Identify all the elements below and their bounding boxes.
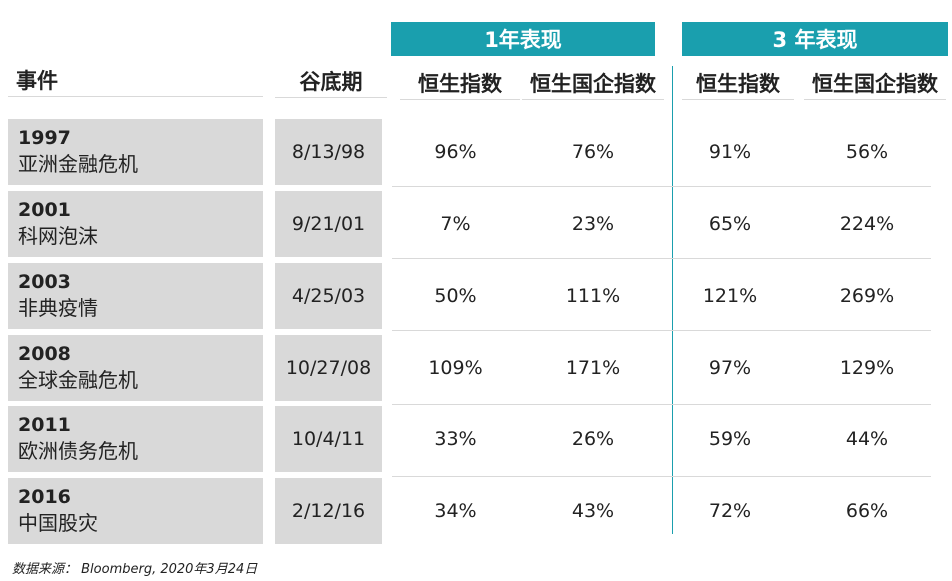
trough-date-cell: 4/25/03 [275, 263, 382, 329]
event-name: 亚洲金融危机 [18, 152, 138, 176]
row-separator [392, 476, 931, 477]
event-year: 2011 [18, 414, 71, 436]
event-cell: 2003 非典疫情 [8, 263, 263, 329]
column-header-hsi-1y: 恒生指数 [400, 66, 520, 100]
event-name: 欧洲债务危机 [18, 439, 138, 463]
hscei-1y-value: 43% [571, 500, 615, 522]
hscei-3y-value: 44% [845, 428, 889, 450]
hscei-1y-value: 26% [571, 428, 615, 450]
trough-date-cell: 10/4/11 [275, 406, 382, 472]
source-note: 数据来源： Bloomberg, 2020年3月24日 [12, 562, 258, 577]
hsi-3y-value: 65% [708, 213, 752, 235]
hsi-3y-value: 97% [708, 357, 752, 379]
hscei-3y-value: 56% [845, 141, 889, 163]
hsi-1y-value: 109% [428, 357, 483, 379]
trough-date-cell: 10/27/08 [275, 335, 382, 401]
hscei-1y-value: 23% [571, 213, 615, 235]
hscei-3y-value: 66% [845, 500, 889, 522]
trough-date-cell: 9/21/01 [275, 191, 382, 257]
hsi-1y-value: 34% [434, 500, 477, 522]
hscei-3y-value: 269% [839, 285, 895, 307]
group-header-1-year: 1年表现 [391, 22, 655, 56]
event-name: 非典疫情 [18, 296, 98, 320]
column-header-trough-date: 谷底期 [275, 64, 387, 98]
group-divider-line [672, 66, 673, 534]
hscei-3y-value: 224% [839, 213, 895, 235]
event-cell: 2016 中国股灾 [8, 478, 263, 544]
hscei-1y-value: 76% [571, 141, 615, 163]
row-separator [392, 404, 931, 405]
row-separator [392, 186, 931, 187]
hsi-3y-value: 121% [702, 285, 758, 307]
event-cell: 2008 全球金融危机 [8, 335, 263, 401]
hsi-1y-value: 33% [434, 428, 477, 450]
event-year: 2008 [18, 343, 71, 365]
column-header-hscei-1y: 恒生国企指数 [522, 66, 664, 100]
event-year: 2016 [18, 486, 71, 508]
column-header-event: 事件 [8, 64, 263, 97]
row-separator [392, 330, 931, 331]
hsi-3y-value: 72% [708, 500, 752, 522]
event-year: 2001 [18, 199, 71, 221]
hsi-3y-value: 59% [708, 428, 752, 450]
event-name: 中国股灾 [18, 511, 98, 535]
event-name: 科网泡沫 [18, 224, 98, 248]
hscei-1y-value: 111% [565, 285, 621, 307]
hsi-1y-value: 7% [440, 213, 471, 235]
hsi-1y-value: 96% [434, 141, 477, 163]
group-header-3-year: 3 年表现 [682, 22, 948, 56]
column-header-hsi-3y: 恒生指数 [682, 66, 794, 100]
hsi-1y-value: 50% [434, 285, 477, 307]
hsi-3y-value: 91% [708, 141, 752, 163]
event-cell: 2001 科网泡沫 [8, 191, 263, 257]
event-cell: 2011 欧洲债务危机 [8, 406, 263, 472]
hscei-3y-value: 129% [839, 357, 895, 379]
trough-date-cell: 2/12/16 [275, 478, 382, 544]
column-header-hscei-3y: 恒生国企指数 [804, 66, 946, 100]
event-year: 2003 [18, 271, 71, 293]
event-cell: 1997 亚洲金融危机 [8, 119, 263, 185]
event-name: 全球金融危机 [18, 368, 138, 392]
row-separator [392, 258, 931, 259]
trough-date-cell: 8/13/98 [275, 119, 382, 185]
hscei-1y-value: 171% [565, 357, 621, 379]
event-year: 1997 [18, 127, 71, 149]
